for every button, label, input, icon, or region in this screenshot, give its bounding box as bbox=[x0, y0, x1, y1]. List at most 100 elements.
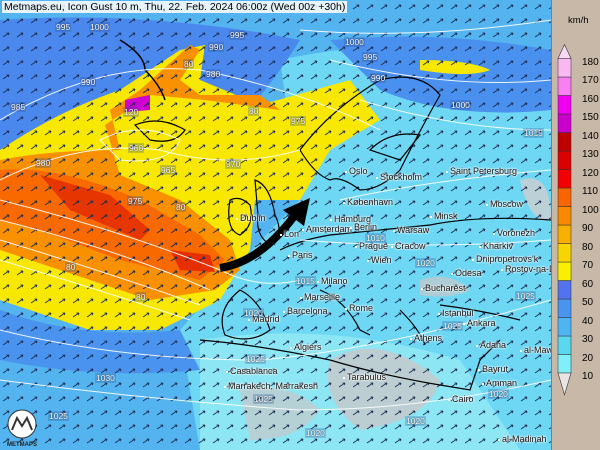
city-label: Algiers bbox=[290, 342, 322, 352]
city-label: Oslo bbox=[345, 166, 368, 176]
legend-band bbox=[557, 298, 572, 318]
isobar-label: 1015 bbox=[523, 128, 544, 138]
city-label: Ankara bbox=[463, 318, 496, 328]
legend-band bbox=[557, 58, 572, 78]
isobar-label: 990 bbox=[208, 42, 225, 52]
legend-tick-label: 140 bbox=[582, 130, 599, 142]
isobar-label: 990 bbox=[370, 73, 387, 83]
legend-unit: km/h bbox=[568, 15, 589, 26]
isobar-label: 80 bbox=[65, 262, 77, 272]
isobar-label: 995 bbox=[362, 52, 379, 62]
legend-tick-label: 150 bbox=[582, 112, 599, 123]
city-label: Stockholm bbox=[376, 172, 422, 182]
isobar-label: 1025 bbox=[515, 291, 536, 301]
isobar-label: 960 bbox=[128, 143, 145, 153]
isobar-label: 1000 bbox=[450, 100, 471, 110]
legend-over-arrow bbox=[557, 43, 572, 59]
legend-tick-label: 90 bbox=[582, 223, 594, 234]
city-label: Marseille bbox=[300, 292, 340, 302]
legend-band bbox=[557, 280, 572, 300]
isobar-label: 1025 bbox=[245, 354, 266, 364]
city-label: Warsaw bbox=[393, 225, 429, 235]
city-label: al-Mawsil bbox=[520, 345, 551, 355]
legend-band bbox=[557, 113, 572, 133]
legend-tick-label: 80 bbox=[582, 241, 594, 253]
city-label: Adana bbox=[476, 340, 506, 350]
city-label: Dnipropetrovs'k bbox=[472, 254, 538, 264]
city-label: Berlin bbox=[350, 222, 377, 232]
isobar-label: 1025 bbox=[442, 321, 463, 331]
isobar-label: 1025 bbox=[253, 394, 274, 404]
legend-tick-label: 50 bbox=[582, 297, 594, 308]
city-label: Voronezh bbox=[493, 228, 535, 238]
isobar-label: 80 bbox=[248, 106, 260, 116]
city-label: Rostov-na-Donu bbox=[501, 264, 551, 274]
wind-gust-field bbox=[0, 0, 551, 450]
legend-tick-label: 60 bbox=[582, 278, 594, 290]
city-label: al-Madinah bbox=[498, 434, 547, 444]
city-label: København bbox=[343, 197, 393, 207]
city-label: Paris bbox=[288, 250, 313, 260]
city-label: Rome bbox=[345, 303, 373, 313]
legend-band bbox=[557, 76, 572, 96]
isobar-label: 975 bbox=[290, 116, 307, 126]
legend-band bbox=[557, 335, 572, 355]
city-label: Marrakech, Marrakesh bbox=[224, 381, 318, 391]
city-label: Barcelona bbox=[283, 306, 328, 316]
isobar-label: 985 bbox=[10, 102, 27, 112]
isobar-label: 1020 bbox=[405, 416, 426, 426]
isobar-label: 1020 bbox=[488, 389, 509, 399]
city-label: Amsterdam bbox=[302, 224, 352, 234]
isobar-label: 980 bbox=[35, 158, 52, 168]
legend-band bbox=[557, 224, 572, 244]
city-label: Moscow bbox=[486, 199, 523, 209]
city-label: Saint Petersburg bbox=[446, 166, 517, 176]
legend-band bbox=[557, 206, 572, 226]
legend-tick-label: 20 bbox=[582, 352, 594, 364]
legend-band bbox=[557, 317, 572, 337]
city-label: Minsk bbox=[430, 211, 458, 221]
isobar-label: 970 bbox=[225, 159, 242, 169]
isobar-label: 1030 bbox=[95, 373, 116, 383]
legend-band bbox=[557, 243, 572, 263]
city-label: Bucharest bbox=[421, 283, 466, 293]
isobar-label: 120 bbox=[123, 107, 140, 117]
city-label: Casablanca bbox=[226, 366, 278, 376]
city-label: Tarabulus bbox=[343, 372, 386, 382]
isobar-label: 980 bbox=[205, 69, 222, 79]
legend-band bbox=[557, 169, 572, 189]
city-label: Milano bbox=[317, 276, 348, 286]
city-label: Amman bbox=[482, 378, 517, 388]
isobar-label: 80 bbox=[175, 202, 187, 212]
legend-tick-label: 120 bbox=[582, 167, 599, 179]
isobar-label: 990 bbox=[80, 77, 97, 87]
city-label: Cairo bbox=[448, 394, 474, 404]
legend-band bbox=[557, 354, 572, 374]
legend-band bbox=[557, 150, 572, 170]
city-label: Odesa bbox=[451, 268, 482, 278]
color-legend: km/h 180 170 160 150 140 130 120 110 100 90 80 70 60… bbox=[551, 0, 600, 450]
isobar-label: 1020 bbox=[243, 308, 264, 318]
map-title: Metmaps.eu, Icon Gust 10 m, Thu, 22. Feb… bbox=[2, 1, 348, 13]
city-label: Wien bbox=[367, 255, 392, 265]
isobar-label: 1010 bbox=[365, 233, 386, 243]
isobar-label: 1020 bbox=[415, 258, 436, 268]
city-label: Bayrut bbox=[478, 364, 508, 374]
city-label: Lon bbox=[280, 229, 299, 239]
legend-tick-label: 30 bbox=[582, 334, 594, 345]
legend-band bbox=[557, 132, 572, 152]
city-label: Istanbul bbox=[438, 308, 474, 318]
storm-track-arrow-icon bbox=[219, 198, 310, 272]
city-label: Dublin bbox=[236, 213, 266, 223]
isobar-label: 1025 bbox=[48, 411, 69, 421]
weather-map[interactable]: Oslo Stockholm Saint Petersburg København Ha… bbox=[0, 0, 551, 450]
isobar-label: 80 bbox=[135, 292, 147, 302]
legend-tick-label: 130 bbox=[582, 149, 599, 160]
isobar-label: 975 bbox=[127, 196, 144, 206]
legend-tick-label: 180 bbox=[582, 56, 599, 68]
city-label: Kharkiv bbox=[479, 241, 513, 251]
legend-tick-label: 170 bbox=[582, 75, 599, 86]
city-label: Madrid bbox=[248, 314, 280, 324]
city-label: Hamburg bbox=[330, 214, 371, 224]
legend-under-arrow bbox=[557, 372, 572, 397]
